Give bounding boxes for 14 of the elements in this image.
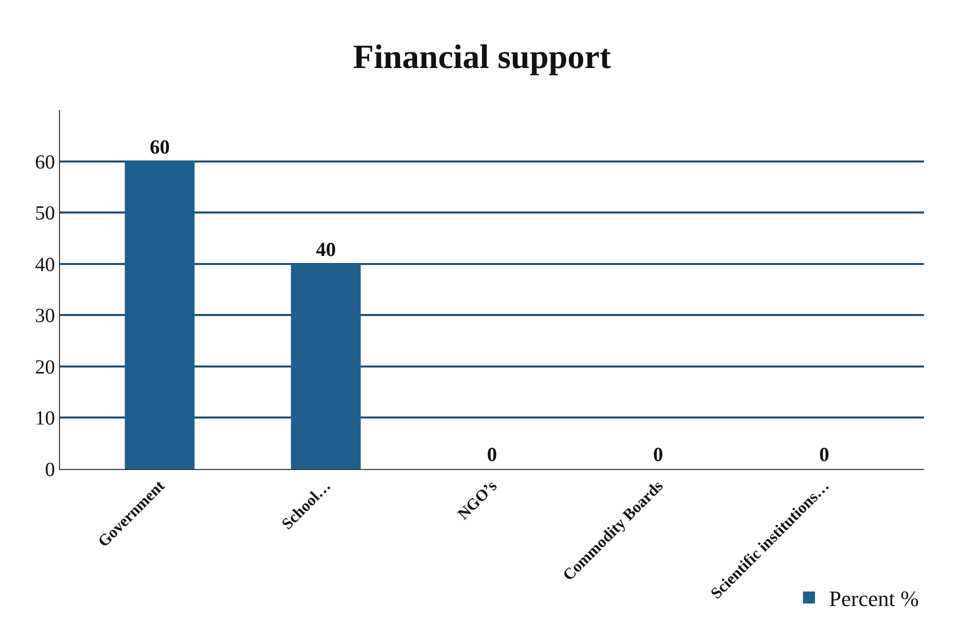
data-label: 0	[653, 444, 664, 466]
y-tick-label: 60	[35, 151, 55, 174]
chart-title: Financial support	[353, 38, 612, 76]
y-tick-label: 40	[35, 254, 55, 276]
y-tick-label: 30	[35, 305, 55, 328]
y-tick-label: 0	[45, 459, 55, 481]
data-label: 0	[487, 444, 497, 466]
legend-label: Percent %	[829, 586, 919, 612]
data-label: 60	[150, 136, 170, 158]
data-label: 0	[819, 444, 830, 466]
data-label: 40	[316, 238, 336, 261]
y-tick-label: 50	[35, 202, 55, 225]
y-tick-label: 10	[35, 408, 55, 430]
y-tick-label: 20	[35, 356, 55, 378]
